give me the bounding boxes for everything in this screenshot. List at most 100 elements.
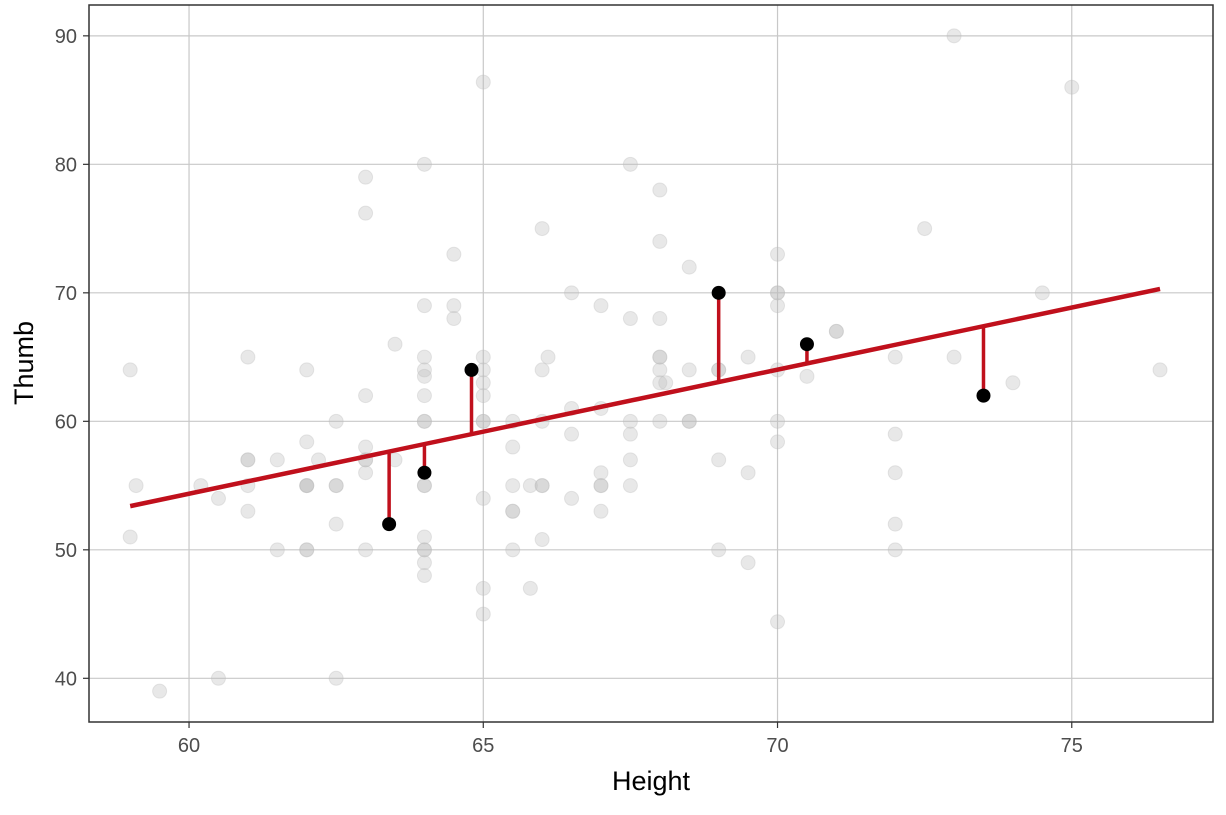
- background-point: [416, 368, 432, 384]
- background-points: [122, 28, 1168, 699]
- background-point: [328, 670, 344, 686]
- background-point: [622, 413, 638, 429]
- background-point: [1152, 362, 1168, 378]
- background-point: [269, 452, 285, 468]
- background-point: [128, 478, 144, 494]
- background-point: [917, 221, 933, 237]
- background-point: [240, 452, 256, 468]
- background-point: [652, 349, 668, 365]
- background-point: [652, 311, 668, 327]
- background-point: [416, 349, 432, 365]
- background-point: [416, 555, 432, 571]
- background-point: [328, 478, 344, 494]
- background-point: [593, 478, 609, 494]
- background-point: [658, 375, 674, 391]
- background-point: [122, 529, 138, 545]
- background-point: [534, 532, 550, 548]
- residual-lines: [387, 292, 986, 525]
- background-point: [681, 362, 697, 378]
- background-point: [887, 542, 903, 558]
- background-point: [681, 413, 697, 429]
- background-point: [299, 434, 315, 450]
- background-point: [622, 156, 638, 172]
- background-point: [269, 542, 285, 558]
- background-point: [505, 478, 521, 494]
- highlight-point: [464, 362, 479, 377]
- x-tick-label: 65: [472, 735, 494, 757]
- background-point: [358, 388, 374, 404]
- background-point: [681, 259, 697, 275]
- highlight-point: [711, 285, 726, 300]
- background-point: [593, 478, 609, 494]
- background-point: [622, 478, 638, 494]
- background-point: [416, 568, 432, 584]
- background-point: [534, 478, 550, 494]
- y-tick-label: 60: [55, 411, 77, 433]
- background-point: [475, 606, 491, 622]
- background-point: [887, 349, 903, 365]
- background-point: [740, 555, 756, 571]
- background-point: [416, 388, 432, 404]
- x-tick-label: 60: [178, 735, 200, 757]
- background-point: [387, 336, 403, 352]
- grid-lines: [89, 5, 1213, 722]
- background-point: [505, 503, 521, 519]
- background-point: [122, 362, 138, 378]
- background-point: [1064, 79, 1080, 95]
- background-point: [711, 542, 727, 558]
- background-point: [522, 580, 538, 596]
- x-axis-ticks: 60 65 70 75: [178, 722, 1083, 757]
- background-point: [358, 465, 374, 481]
- background-point: [522, 478, 538, 494]
- background-point: [299, 478, 315, 494]
- background-point: [475, 349, 491, 365]
- background-point: [240, 503, 256, 519]
- y-tick-label: 70: [55, 283, 77, 305]
- background-point: [887, 426, 903, 442]
- background-point: [534, 362, 550, 378]
- highlight-point: [799, 337, 814, 352]
- background-point: [475, 413, 491, 429]
- background-point: [946, 28, 962, 44]
- background-point: [299, 478, 315, 494]
- background-point: [416, 156, 432, 172]
- background-point: [593, 298, 609, 314]
- background-point: [475, 490, 491, 506]
- background-point: [534, 478, 550, 494]
- background-point: [652, 413, 668, 429]
- background-point: [770, 434, 786, 450]
- background-point: [887, 516, 903, 532]
- background-point: [416, 542, 432, 558]
- background-point: [505, 439, 521, 455]
- background-point: [358, 542, 374, 558]
- y-tick-label: 40: [55, 668, 77, 690]
- background-point: [446, 311, 462, 327]
- background-point: [328, 516, 344, 532]
- background-point: [770, 285, 786, 301]
- background-point: [652, 362, 668, 378]
- background-point: [540, 349, 556, 365]
- regression-line: [129, 286, 1161, 509]
- background-point: [593, 503, 609, 519]
- background-point: [152, 683, 168, 699]
- background-point: [740, 465, 756, 481]
- background-point: [828, 323, 844, 339]
- x-axis-title: Height: [612, 766, 691, 796]
- background-point: [358, 169, 374, 185]
- background-point: [770, 413, 786, 429]
- background-point: [946, 349, 962, 365]
- background-point: [828, 323, 844, 339]
- y-tick-label: 80: [55, 154, 77, 176]
- background-point: [622, 452, 638, 468]
- background-point: [240, 452, 256, 468]
- background-point: [299, 542, 315, 558]
- highlight-points: [382, 285, 991, 532]
- background-point: [505, 503, 521, 519]
- background-point: [299, 478, 315, 494]
- background-point: [446, 246, 462, 262]
- background-point: [475, 375, 491, 391]
- background-point: [534, 221, 550, 237]
- background-point: [593, 465, 609, 481]
